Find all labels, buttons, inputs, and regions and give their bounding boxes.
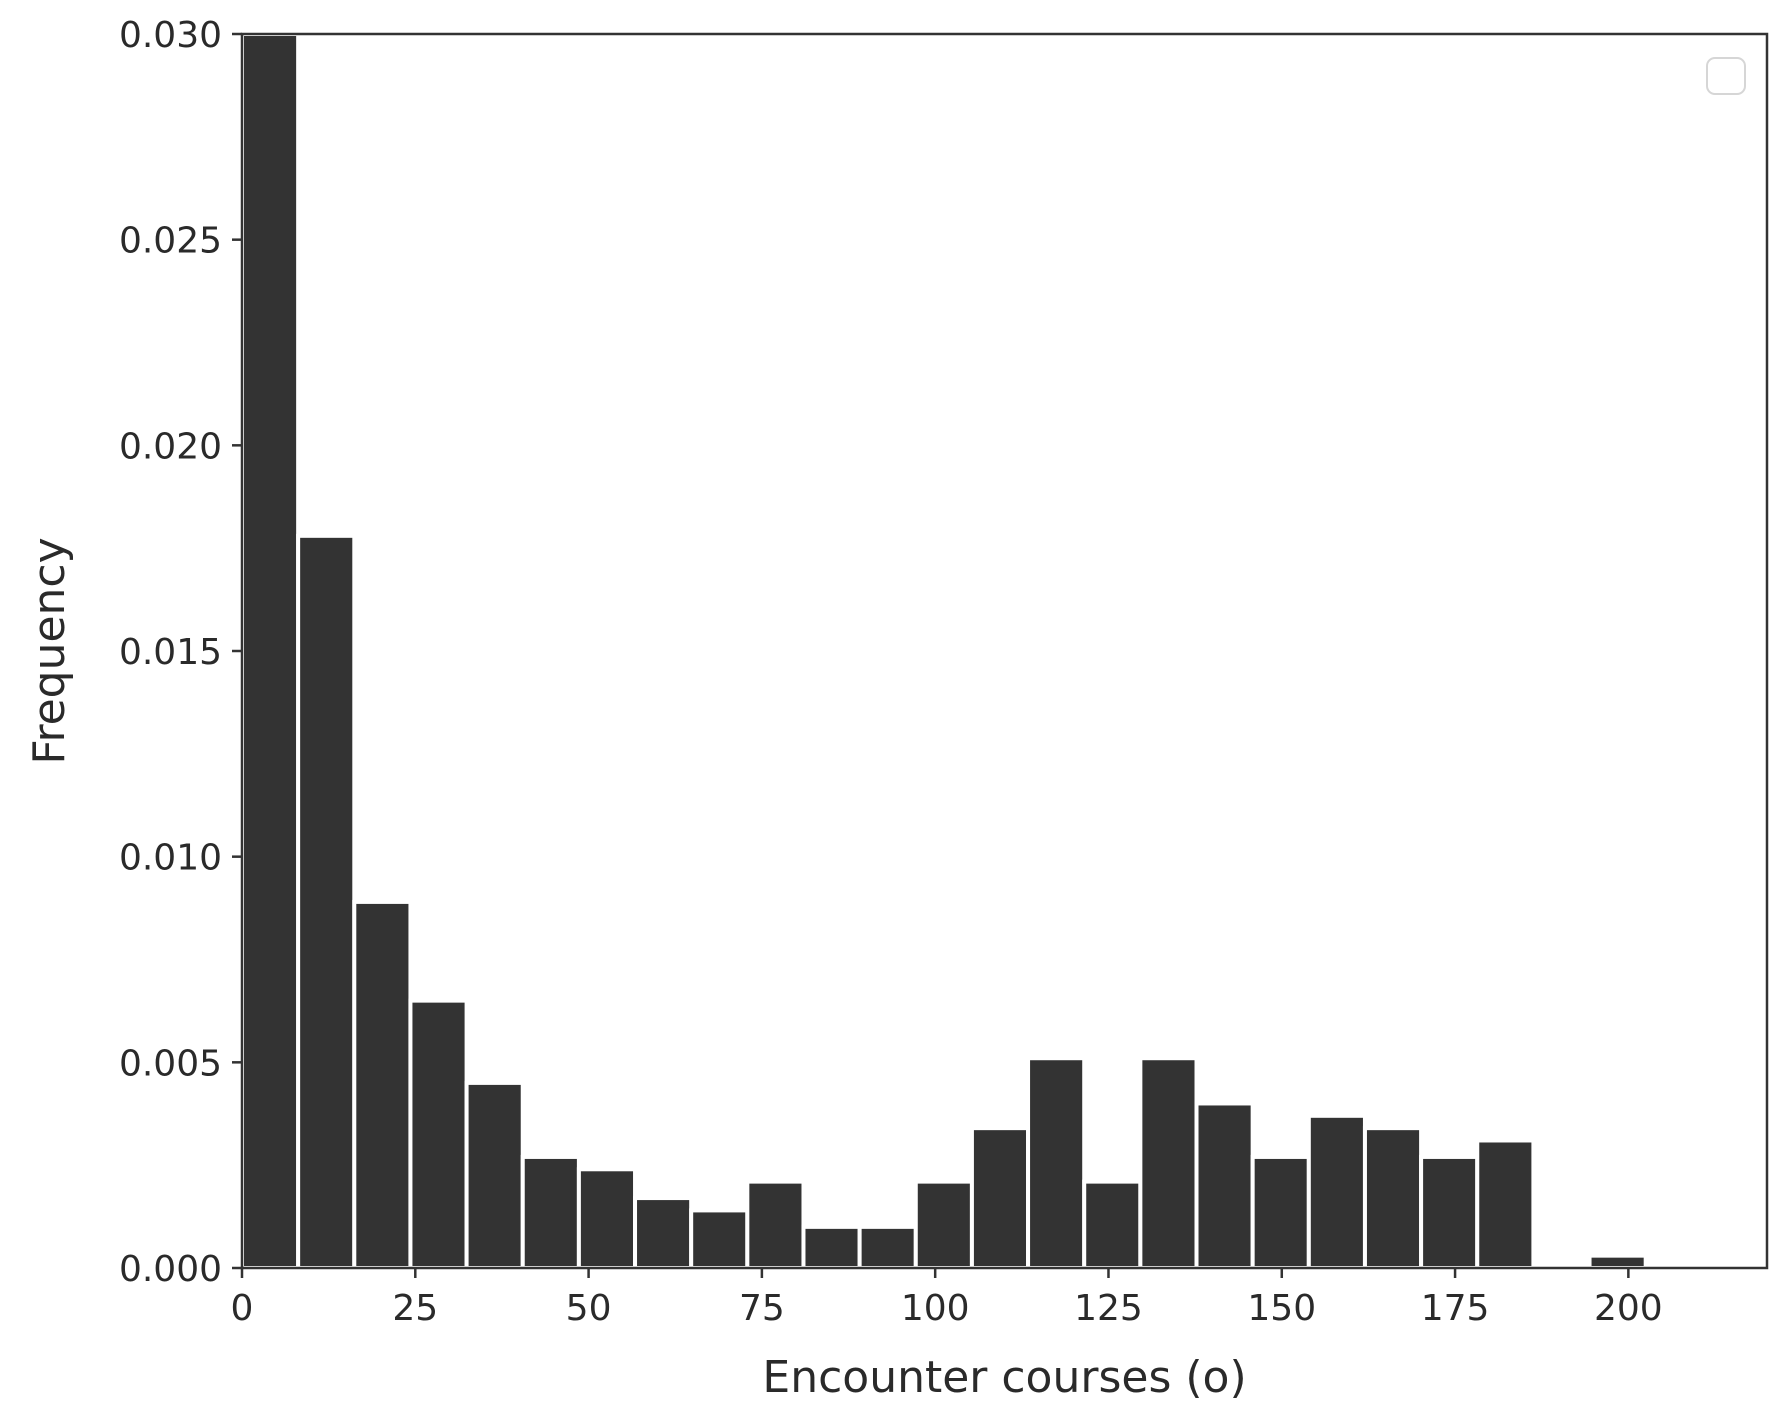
histogram-bar [1419,1154,1480,1270]
histogram-bar [464,1080,525,1271]
histogram-bar [633,1196,694,1271]
histogram-bar [1082,1179,1143,1270]
y-tick-label: 0.020 [119,426,222,467]
histogram-bar [296,533,357,1270]
histogram-bar [1306,1113,1367,1270]
x-tick-label: 100 [901,1288,970,1329]
histogram-bar [969,1126,1031,1270]
histogram-bar [1250,1154,1311,1270]
x-tick-label: 0 [231,1288,254,1329]
x-tick-label: 150 [1247,1288,1316,1329]
y-tick-label: 0.000 [119,1249,222,1290]
y-tick-label: 0.010 [119,838,222,879]
x-tick-label: 25 [392,1288,438,1329]
bars-group [240,32,1648,1271]
x-axis-title: Encounter courses (o) [762,1352,1246,1403]
histogram-bar [1475,1138,1536,1271]
histogram-bar [689,1208,750,1270]
y-tick-label: 0.030 [119,15,222,56]
histogram-bar [1362,1126,1424,1270]
histogram-bar [240,32,301,1270]
x-axis: 0 25 50 75 100 125 150 175 200 [231,1268,1663,1329]
histogram-bar [520,1154,581,1270]
histogram-bar [408,998,469,1271]
x-tick-label: 75 [739,1288,785,1329]
histogram-bar [1026,1056,1087,1270]
x-tick-label: 125 [1074,1288,1143,1329]
y-tick-label: 0.005 [119,1043,222,1084]
legend-box [1706,57,1746,95]
histogram-bar [1194,1101,1255,1271]
x-tick-label: 200 [1594,1288,1663,1329]
y-axis: 0.000 0.005 0.010 0.015 0.020 0.025 0.030 [119,15,242,1290]
y-axis-title: Frequency [24,537,75,764]
histogram-bar [1587,1253,1648,1271]
histogram-bar [1138,1056,1199,1270]
x-tick-label: 50 [566,1288,612,1329]
histogram-bar [576,1167,638,1271]
x-tick-label: 175 [1421,1288,1490,1329]
y-tick-label: 0.025 [119,221,222,262]
histogram-bar [913,1179,974,1270]
y-tick-label: 0.015 [119,632,222,673]
histogram-bar [352,899,413,1270]
histogram-bar [801,1224,862,1271]
histogram-bar [745,1179,806,1270]
histogram-bar [857,1224,918,1271]
